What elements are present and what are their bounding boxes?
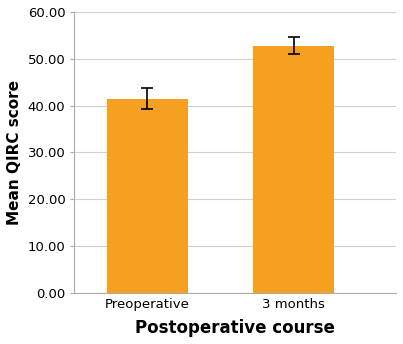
- Y-axis label: Mean QIRC score: Mean QIRC score: [7, 80, 22, 225]
- X-axis label: Postoperative course: Postoperative course: [135, 319, 335, 337]
- Bar: [107, 99, 188, 293]
- Bar: [253, 46, 334, 293]
